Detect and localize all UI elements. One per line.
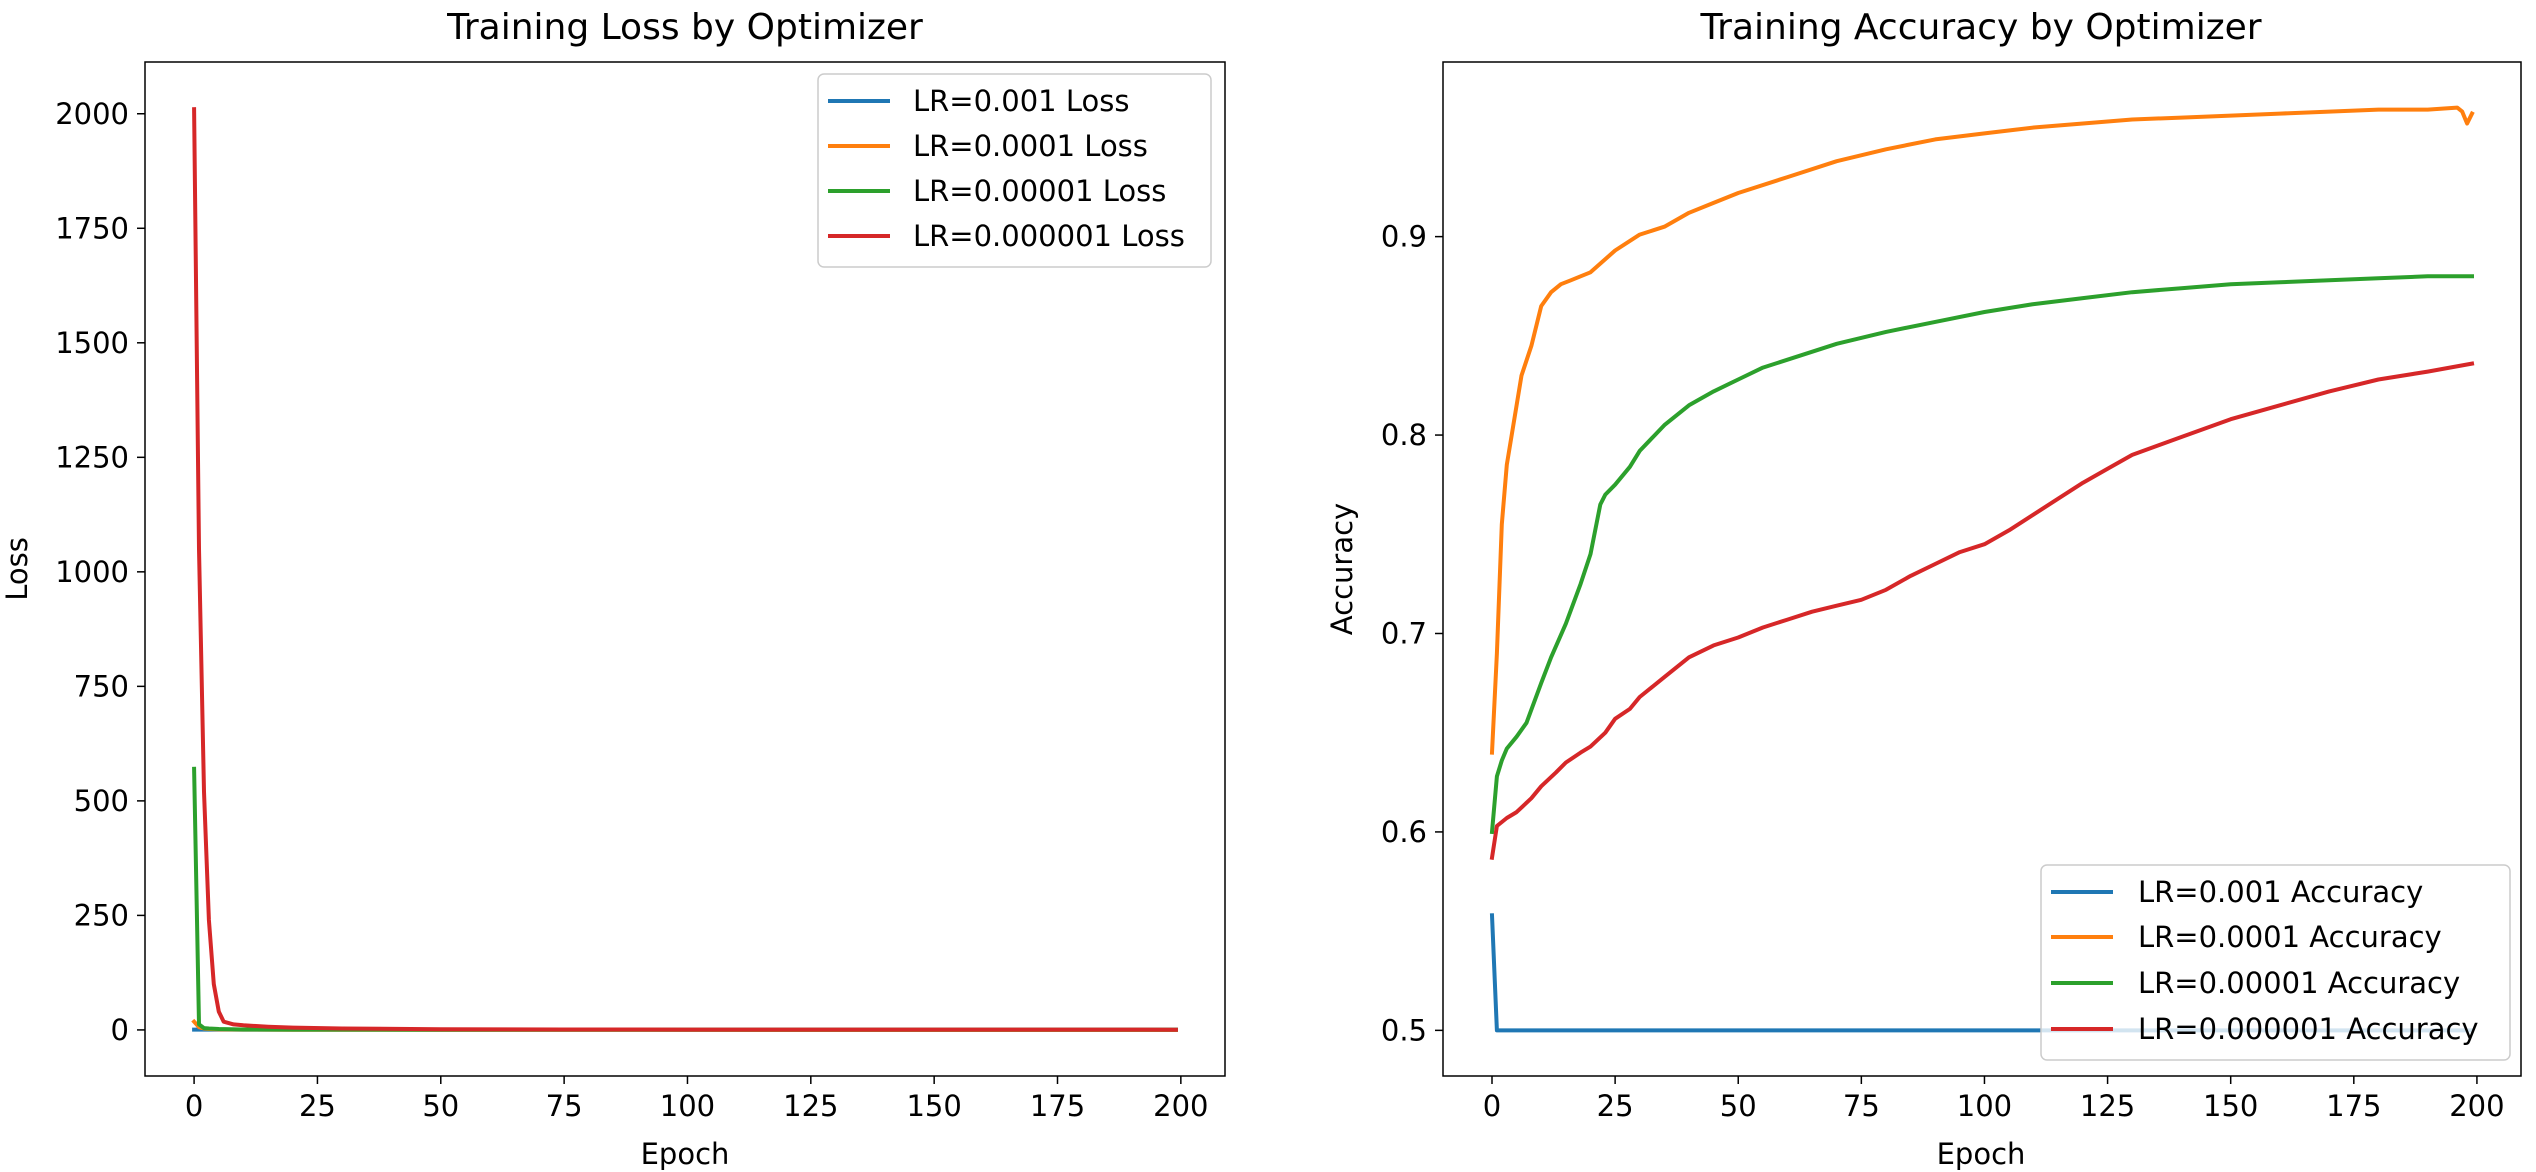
accuracy-y-ticks: 0.5 0.6 0.7 0.8 0.9 [1381,220,1443,1047]
accuracy-legend-label-2: LR=0.00001 Accuracy [2138,966,2460,1000]
accuracy-y-axis-label: Accuracy [1325,503,1359,635]
accuracy-series-line-3 [1489,361,2475,860]
accuracy-series-line-1 [1489,105,2475,755]
loss-y-tick-label: 2000 [55,97,129,131]
loss-legend-label-3: LR=0.000001 Loss [913,219,1185,253]
accuracy-y-tick-label: 0.5 [1381,1013,1427,1047]
loss-legend-label-2: LR=0.00001 Loss [913,174,1166,208]
loss-x-tick-label: 125 [783,1089,838,1123]
loss-chart-title: Training Loss by Optimizer [446,7,923,48]
accuracy-x-tick-label: 175 [2326,1089,2381,1123]
accuracy-x-tick-label: 150 [2203,1089,2258,1123]
loss-y-axis-label: Loss [0,537,34,601]
loss-x-tick-label: 75 [546,1089,583,1123]
loss-x-tick-label: 150 [906,1089,961,1123]
loss-y-tick-label: 1000 [55,555,129,589]
accuracy-y-tick-label: 0.6 [1381,815,1427,849]
loss-legend-label-1: LR=0.0001 Loss [913,129,1148,163]
loss-legend: LR=0.001 Loss LR=0.0001 Loss LR=0.00001 … [817,73,1212,268]
accuracy-series-line-2 [1489,274,2474,835]
loss-x-tick-label: 100 [660,1089,715,1123]
loss-x-tick-label: 25 [299,1089,336,1123]
loss-y-tick-label: 250 [74,898,129,932]
loss-x-tick-label: 175 [1030,1089,1085,1123]
accuracy-x-tick-label: 200 [2449,1089,2504,1123]
accuracy-legend: LR=0.001 Accuracy LR=0.0001 Accuracy LR=… [2040,864,2511,1061]
loss-x-tick-label: 200 [1153,1089,1208,1123]
loss-plot-frame [144,61,1226,1077]
accuracy-x-ticks: 0 25 50 75 100 125 150 175 200 [1483,1076,2505,1123]
accuracy-legend-label-1: LR=0.0001 Accuracy [2138,920,2442,954]
accuracy-legend-label-3: LR=0.000001 Accuracy [2138,1012,2479,1046]
loss-series-line-3 [192,107,1178,1032]
accuracy-x-tick-label: 125 [2080,1089,2135,1123]
loss-y-tick-label: 500 [74,784,129,818]
accuracy-y-tick-label: 0.7 [1381,616,1427,650]
loss-series-line-2 [192,766,1178,1032]
accuracy-legend-box [2040,864,2511,1061]
loss-subplot: Training Loss by Optimizer Epoch Loss 0 2… [0,7,1226,1171]
accuracy-x-axis-label: Epoch [1937,1137,2026,1171]
accuracy-x-tick-label: 100 [1957,1089,2012,1123]
loss-y-tick-label: 750 [74,669,129,703]
accuracy-x-tick-label: 0 [1483,1089,1501,1123]
loss-y-tick-label: 1750 [55,211,129,245]
loss-y-tick-label: 0 [111,1013,129,1047]
accuracy-y-tick-label: 0.8 [1381,418,1427,452]
accuracy-chart-title: Training Accuracy by Optimizer [1699,7,2261,48]
loss-legend-box [817,73,1212,268]
accuracy-subplot: Training Accuracy by Optimizer Epoch Acc… [1325,7,2522,1171]
accuracy-x-tick-label: 75 [1843,1089,1880,1123]
accuracy-plot-frame [1442,61,2522,1077]
loss-legend-label-0: LR=0.001 Loss [913,84,1129,118]
loss-y-ticks: 0 250 500 750 1000 1250 1500 1750 2000 [55,97,145,1047]
accuracy-legend-label-0: LR=0.001 Accuracy [2138,875,2423,909]
loss-x-tick-label: 50 [422,1089,459,1123]
accuracy-x-tick-label: 25 [1597,1089,1634,1123]
loss-x-tick-label: 0 [185,1089,203,1123]
loss-y-tick-label: 1500 [55,326,129,360]
loss-x-axis-label: Epoch [641,1137,730,1171]
accuracy-x-tick-label: 50 [1720,1089,1757,1123]
loss-y-tick-label: 1250 [55,440,129,474]
loss-series-lines [191,107,1178,1032]
loss-x-ticks: 0 25 50 75 100 125 150 175 200 [185,1076,1209,1123]
accuracy-y-tick-label: 0.9 [1381,220,1427,254]
